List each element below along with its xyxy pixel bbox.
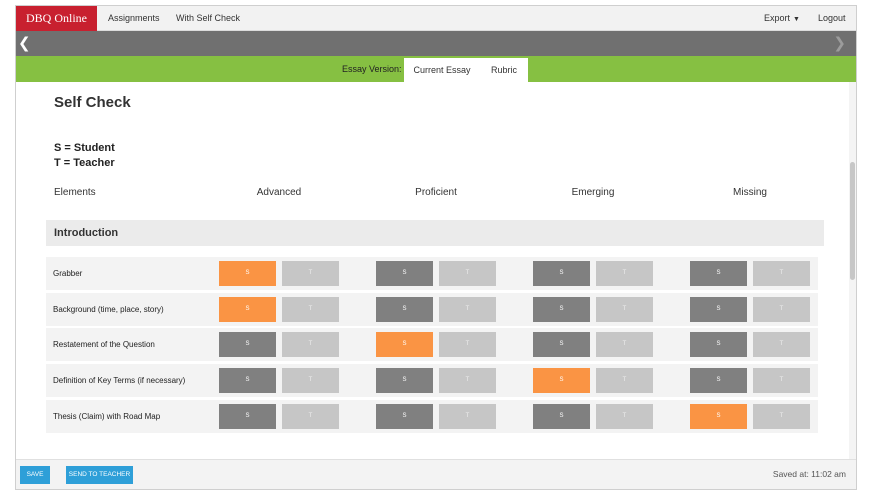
nav-self-check-link[interactable]: With Self Check xyxy=(176,13,241,23)
teacher-missing-button: T xyxy=(753,368,810,393)
top-nav: DBQ Online Assignments With Self Check E… xyxy=(16,6,856,31)
student-proficient-button[interactable]: S xyxy=(376,261,433,286)
vertical-scrollbar[interactable] xyxy=(849,82,856,469)
chevron-left-icon[interactable]: ❮ xyxy=(18,35,31,52)
column-header-elements: Elements xyxy=(54,187,96,198)
rubric-row: Restatement of the Question S T S T S T S T xyxy=(46,328,818,361)
rubric-row: Background (time, place, story) S T S T S T S T xyxy=(46,293,818,326)
teacher-missing-button: T xyxy=(753,404,810,429)
essay-version-label: Essay Version: xyxy=(342,64,402,74)
send-to-teacher-button[interactable]: SEND TO TEACHER xyxy=(66,466,133,484)
student-advanced-button[interactable]: S xyxy=(219,368,276,393)
student-emerging-button[interactable]: S xyxy=(533,404,590,429)
brand-logo[interactable]: DBQ Online xyxy=(16,6,97,31)
teacher-emerging-button: T xyxy=(596,297,653,322)
student-advanced-button[interactable]: S xyxy=(219,404,276,429)
footer-bar: SAVE SEND TO TEACHER Saved at: 11:02 am xyxy=(16,459,856,489)
nav-assignments-link[interactable]: Assignments xyxy=(108,13,160,23)
section-introduction: Introduction xyxy=(46,220,824,246)
column-header-advanced: Advanced xyxy=(256,187,302,198)
scrollbar-thumb[interactable] xyxy=(850,162,855,280)
teacher-proficient-button: T xyxy=(439,368,496,393)
essay-version-bar: Essay Version: Current Essay Rubric xyxy=(16,56,856,82)
export-label: Export xyxy=(764,13,791,23)
export-menu[interactable]: Export ▼ xyxy=(764,6,800,31)
student-missing-button[interactable]: S xyxy=(690,297,747,322)
rubric-element-label: Definition of Key Terms (if necessary) xyxy=(53,376,186,385)
teacher-advanced-button: T xyxy=(282,332,339,357)
teacher-proficient-button: T xyxy=(439,332,496,357)
student-advanced-button[interactable]: S xyxy=(219,261,276,286)
student-missing-button[interactable]: S xyxy=(690,368,747,393)
student-emerging-button[interactable]: S xyxy=(533,332,590,357)
teacher-advanced-button: T xyxy=(282,404,339,429)
teacher-proficient-button: T xyxy=(439,404,496,429)
teacher-proficient-button: T xyxy=(439,297,496,322)
teacher-missing-button: T xyxy=(753,297,810,322)
save-button[interactable]: SAVE xyxy=(20,466,50,484)
teacher-missing-button: T xyxy=(753,261,810,286)
student-proficient-button[interactable]: S xyxy=(376,368,433,393)
teacher-emerging-button: T xyxy=(596,368,653,393)
teacher-advanced-button: T xyxy=(282,368,339,393)
teacher-emerging-button: T xyxy=(596,261,653,286)
legend-student: S = Student xyxy=(54,142,115,154)
app-window: DBQ Online Assignments With Self Check E… xyxy=(15,5,857,490)
student-missing-button[interactable]: S xyxy=(690,261,747,286)
student-proficient-button[interactable]: S xyxy=(376,297,433,322)
teacher-emerging-button: T xyxy=(596,332,653,357)
rubric-row: Grabber S T S T S T S T xyxy=(46,257,818,290)
legend-teacher: T = Teacher xyxy=(54,157,115,169)
rubric-row: Definition of Key Terms (if necessary) S T… xyxy=(46,364,818,397)
column-header-emerging: Emerging xyxy=(571,187,615,198)
student-missing-button[interactable]: S xyxy=(690,332,747,357)
tab-current-essay[interactable]: Current Essay xyxy=(404,58,480,82)
logout-link[interactable]: Logout xyxy=(818,13,846,23)
student-emerging-button[interactable]: S xyxy=(533,368,590,393)
teacher-emerging-button: T xyxy=(596,404,653,429)
teacher-missing-button: T xyxy=(753,332,810,357)
chevron-right-icon[interactable]: ❯ xyxy=(833,35,846,52)
student-missing-button[interactable]: S xyxy=(690,404,747,429)
rubric-element-label: Grabber xyxy=(53,269,83,278)
rubric-row: Thesis (Claim) with Road Map S T S T S T S T xyxy=(46,400,818,433)
column-header-missing: Missing xyxy=(733,187,767,198)
student-emerging-button[interactable]: S xyxy=(533,261,590,286)
tab-rubric[interactable]: Rubric xyxy=(480,58,528,82)
rubric-element-label: Background (time, place, story) xyxy=(53,305,164,314)
rubric-element-label: Restatement of the Question xyxy=(53,340,155,349)
rubric-element-label: Thesis (Claim) with Road Map xyxy=(53,412,161,421)
navigation-bar: ❮ ❯ xyxy=(16,31,856,56)
caret-down-icon: ▼ xyxy=(793,16,800,23)
page-title: Self Check xyxy=(54,94,131,111)
teacher-advanced-button: T xyxy=(282,261,339,286)
student-proficient-button[interactable]: S xyxy=(376,332,433,357)
student-proficient-button[interactable]: S xyxy=(376,404,433,429)
teacher-advanced-button: T xyxy=(282,297,339,322)
student-advanced-button[interactable]: S xyxy=(219,332,276,357)
column-header-proficient: Proficient xyxy=(415,187,457,198)
teacher-proficient-button: T xyxy=(439,261,496,286)
student-emerging-button[interactable]: S xyxy=(533,297,590,322)
student-advanced-button[interactable]: S xyxy=(219,297,276,322)
saved-status: Saved at: 11:02 am xyxy=(772,469,846,479)
